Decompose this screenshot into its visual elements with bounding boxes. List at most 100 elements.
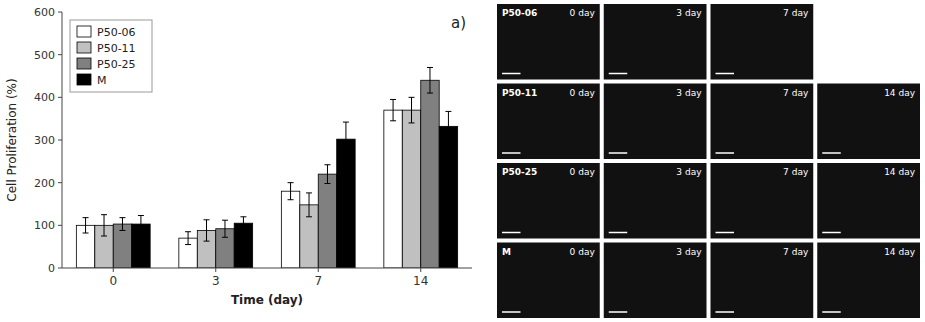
panel-day-label: 14 day [884, 88, 916, 98]
x-tick-label: 14 [413, 274, 428, 288]
scale-bar [502, 232, 520, 234]
scale-bar [822, 232, 840, 234]
x-tick [113, 268, 114, 272]
bar [384, 110, 402, 268]
y-tick-label: 600 [34, 6, 55, 19]
legend-label: M [97, 74, 107, 87]
y-tick [58, 225, 62, 226]
row-label: M [502, 247, 511, 257]
panel-label: a) [451, 14, 466, 32]
y-axis [62, 12, 63, 268]
image-panel [604, 243, 707, 319]
scale-bar [716, 311, 734, 313]
y-axis-label: Cell Proliferation (%) [5, 78, 19, 201]
error-bar [324, 165, 330, 184]
legend-label: P50-06 [97, 26, 136, 39]
panel-day-label: 7 day [783, 247, 809, 257]
y-tick [58, 54, 62, 55]
error-bar [119, 218, 125, 231]
error-bar [306, 193, 312, 217]
x-axis-label: Time (day) [231, 293, 303, 307]
error-bar [204, 220, 210, 241]
x-tick [318, 268, 319, 272]
y-tick [58, 268, 62, 269]
y-tick-label: 0 [48, 262, 55, 275]
bar [337, 139, 355, 268]
y-tick [58, 140, 62, 141]
image-panel [711, 84, 814, 160]
error-bar [138, 216, 144, 233]
y-tick [58, 182, 62, 183]
error-bar [222, 220, 228, 237]
scale-bar [609, 73, 627, 75]
bar [281, 191, 299, 268]
panel-day-label: 7 day [783, 88, 809, 98]
error-bar [445, 111, 451, 141]
image-panel [604, 163, 707, 239]
panel-day-label: 0 day [570, 8, 596, 18]
row-label: P50-06 [502, 8, 537, 18]
y-tick-label: 100 [34, 219, 55, 232]
x-tick [215, 268, 216, 272]
bar [439, 126, 457, 268]
x-tick-label: 7 [314, 274, 322, 288]
scale-bar [609, 152, 627, 154]
scale-bar [716, 73, 734, 75]
legend-label: P50-11 [97, 42, 136, 55]
y-tick-label: 500 [34, 49, 55, 62]
scale-bar [502, 73, 520, 75]
x-tick-label: 3 [212, 274, 220, 288]
image-panel [817, 84, 920, 160]
panel-day-label: 14 day [884, 167, 916, 177]
figure: 0 100 200 300 400 500 600 0 3 7 14 Time (day) Cell P… [0, 0, 925, 322]
panel-day-label: 7 day [783, 167, 809, 177]
panel-day-label: 0 day [570, 247, 596, 257]
panel-day-label: 3 day [676, 247, 702, 257]
image-panel [604, 84, 707, 160]
scale-bar [502, 311, 520, 313]
panel-day-label: 3 day [676, 167, 702, 177]
bar [402, 110, 420, 268]
legend: P50-06 P50-11 P50-25 M [70, 20, 152, 92]
bar-chart: 0 100 200 300 400 500 600 0 3 7 14 Time (day) Cell P… [5, 6, 472, 307]
image-panel [604, 4, 707, 80]
y-tick [58, 97, 62, 98]
y-tick-label: 400 [34, 91, 55, 104]
image-panel [497, 243, 600, 319]
image-panel [711, 4, 814, 80]
error-bar [427, 67, 433, 93]
panel-day-label: 3 day [676, 8, 702, 18]
panel-day-label: 3 day [676, 88, 702, 98]
row-label: P50-11 [502, 88, 537, 98]
y-tick-label: 200 [34, 177, 55, 190]
plot-area [76, 67, 457, 268]
error-bar [288, 183, 294, 200]
legend-swatch [77, 26, 91, 37]
legend-box [70, 20, 152, 92]
legend-label: P50-25 [97, 58, 136, 71]
error-bar [409, 97, 415, 123]
image-panel [497, 163, 600, 239]
y-tick [58, 12, 62, 13]
x-tick [420, 268, 421, 272]
legend-swatch [77, 74, 91, 85]
scale-bar [609, 232, 627, 234]
error-bar [240, 217, 246, 230]
panel-day-label: 14 day [884, 247, 916, 257]
bar [318, 174, 336, 268]
bar [421, 80, 439, 268]
panel-day-label: 0 day [570, 88, 596, 98]
image-panel [711, 243, 814, 319]
image-panel [497, 4, 600, 80]
legend-swatch [77, 42, 91, 53]
error-bar [83, 218, 89, 233]
image-panel [711, 163, 814, 239]
image-panel [497, 84, 600, 160]
image-panel [817, 243, 920, 319]
y-tick-label: 300 [34, 134, 55, 147]
scale-bar [609, 311, 627, 313]
x-tick-label: 0 [109, 274, 117, 288]
x-axis [62, 268, 472, 269]
scale-bar [822, 152, 840, 154]
image-grid: 0 day 3 day 7 day P50-06 0 day 3 day 7 day 14 d… [497, 4, 920, 318]
